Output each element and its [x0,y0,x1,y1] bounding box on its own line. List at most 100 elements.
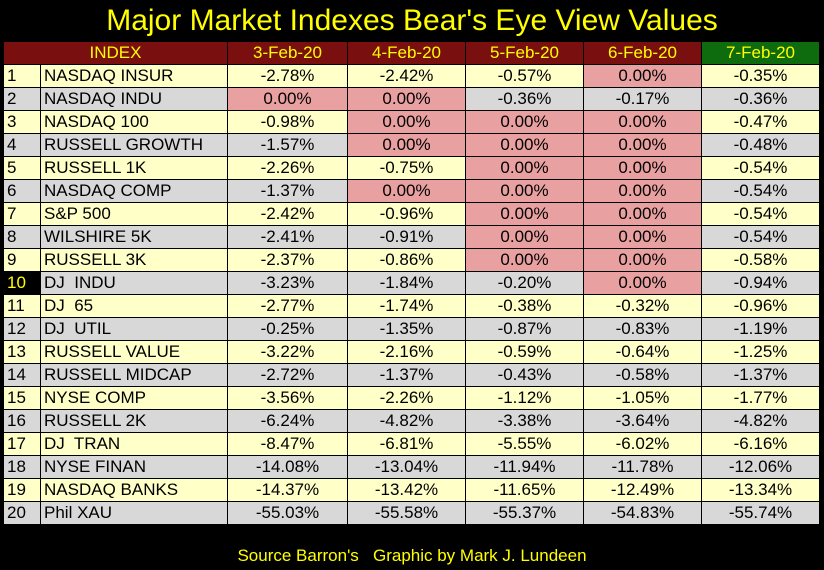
table-row: 18 NYSE FINAN -14.08% -13.04% -11.94% -11.78%… [3,455,820,479]
value-cell: -0.83% [583,317,702,341]
value-cell: 0.00% [465,110,584,134]
value-cell: -13.42% [347,478,466,502]
value-cell: -6.16% [701,432,820,456]
value-cell: -1.37% [347,363,466,387]
value-cell: -3.23% [227,271,348,295]
value-cell: -0.58% [701,248,820,272]
table-row: 10 DJ INDU -3.23% -1.84% -0.20% 0.00% -0.94% [3,271,820,295]
index-name-cell: DJ INDU [40,271,228,295]
value-cell: -1.57% [227,133,348,157]
rank-cell: 10 [3,271,41,295]
value-cell: 0.00% [227,87,348,111]
table-row: 4 RUSSELL GROWTH -1.57% 0.00% 0.00% 0.00% -0.4… [3,133,820,157]
value-cell: -5.55% [465,432,584,456]
value-cell: -11.94% [465,455,584,479]
index-name-cell: RUSSELL 3K [40,248,228,272]
value-cell: -1.25% [701,340,820,364]
rank-cell: 9 [3,248,41,272]
value-cell: -13.04% [347,455,466,479]
chart-title: Major Market Indexes Bear's Eye View Val… [106,4,718,37]
index-name-cell: NYSE FINAN [40,455,228,479]
index-name-cell: RUSSELL 2K [40,409,228,433]
rank-cell: 13 [3,340,41,364]
index-name-cell: NASDAQ COMP [40,179,228,203]
value-cell: -1.05% [583,386,702,410]
value-cell: 0.00% [583,179,702,203]
value-cell: -12.49% [583,478,702,502]
value-cell: -1.74% [347,294,466,318]
value-cell: -2.26% [347,386,466,410]
rank-cell: 18 [3,455,41,479]
index-name-cell: RUSSELL 1K [40,156,228,180]
value-cell: -0.36% [701,87,820,111]
value-cell: 0.00% [347,133,466,157]
table-row: 16 RUSSELL 2K -6.24% -4.82% -3.38% -3.64% -4.8… [3,409,820,433]
index-name-cell: DJ TRAN [40,432,228,456]
value-cell: -55.37% [465,501,584,525]
rank-cell: 20 [3,501,41,525]
value-cell: 0.00% [465,179,584,203]
value-cell: 0.00% [583,110,702,134]
value-cell: -0.54% [701,202,820,226]
value-cell: -0.54% [701,225,820,249]
table-row: 20 Phil XAU -55.03% -55.58% -55.37% -54.83% -5… [3,501,820,525]
value-cell: -2.37% [227,248,348,272]
value-cell: -0.96% [701,294,820,318]
index-name-cell: NASDAQ 100 [40,110,228,134]
header-date: 6-Feb-20 [583,41,702,65]
table-row: 14 RUSSELL MIDCAP -2.72% -1.37% -0.43% -0.58%… [3,363,820,387]
index-name-cell: WILSHIRE 5K [40,225,228,249]
value-cell: -2.16% [347,340,466,364]
value-cell: -0.32% [583,294,702,318]
value-cell: -6.24% [227,409,348,433]
value-cell: 0.00% [465,202,584,226]
index-name-cell: RUSSELL MIDCAP [40,363,228,387]
rank-cell: 3 [3,110,41,134]
value-cell: -2.26% [227,156,348,180]
rank-cell: 4 [3,133,41,157]
value-cell: -1.12% [465,386,584,410]
value-cell: -55.58% [347,501,466,525]
value-cell: -54.83% [583,501,702,525]
index-name-cell: RUSSELL VALUE [40,340,228,364]
value-cell: -13.34% [701,478,820,502]
rank-cell: 5 [3,156,41,180]
header-date: 5-Feb-20 [465,41,584,65]
value-cell: -0.98% [227,110,348,134]
rank-cell: 19 [3,478,41,502]
header-date: 4-Feb-20 [347,41,466,65]
index-name-cell: NASDAQ INSUR [40,64,228,88]
value-cell: 0.00% [465,248,584,272]
value-cell: 0.00% [583,271,702,295]
rank-cell: 11 [3,294,41,318]
value-cell: -1.19% [701,317,820,341]
value-cell: -2.72% [227,363,348,387]
value-cell: -0.86% [347,248,466,272]
rank-cell: 2 [3,87,41,111]
value-cell: 0.00% [583,225,702,249]
value-cell: -0.36% [465,87,584,111]
value-cell: -0.58% [583,363,702,387]
table-row: 1 NASDAQ INSUR -2.78% -2.42% -0.57% 0.00% -0.3… [3,64,820,88]
index-table: INDEX 3-Feb-20 4-Feb-20 5-Feb-20 6-Feb-2… [3,41,820,525]
value-cell: -0.43% [465,363,584,387]
table-row: 2 NASDAQ INDU 0.00% 0.00% -0.36% -0.17% -0.36% [3,87,820,111]
table-row: 9 RUSSELL 3K -2.37% -0.86% 0.00% 0.00% -0.58% [3,248,820,272]
value-cell: -0.54% [701,179,820,203]
value-cell: -1.77% [701,386,820,410]
index-name-cell: NASDAQ BANKS [40,478,228,502]
rank-cell: 14 [3,363,41,387]
value-cell: 0.00% [347,87,466,111]
value-cell: -0.17% [583,87,702,111]
value-cell: -12.06% [701,455,820,479]
value-cell: -0.54% [701,156,820,180]
table-row: 8 WILSHIRE 5K -2.41% -0.91% 0.00% 0.00% -0.54% [3,225,820,249]
value-cell: -0.91% [347,225,466,249]
value-cell: -6.02% [583,432,702,456]
header-date-latest: 7-Feb-20 [701,41,820,65]
value-cell: -0.94% [701,271,820,295]
value-cell: -1.37% [227,179,348,203]
value-cell: -0.20% [465,271,584,295]
value-cell: -0.57% [465,64,584,88]
rank-cell: 16 [3,409,41,433]
